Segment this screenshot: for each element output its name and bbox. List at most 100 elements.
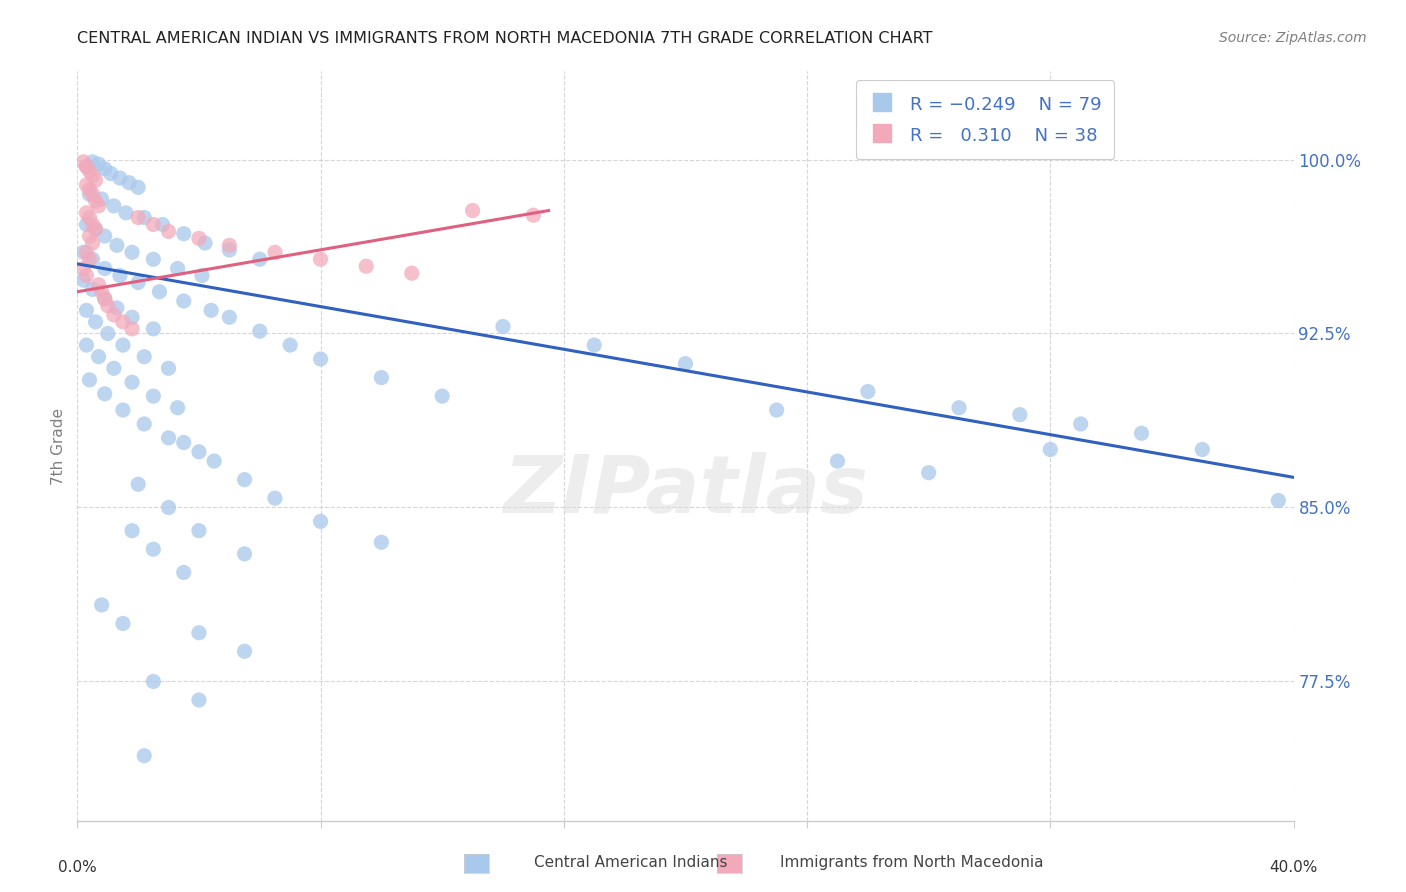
Point	[278, 338, 301, 352]
Point	[191, 268, 214, 283]
Point	[233, 473, 256, 487]
Point	[1008, 408, 1031, 422]
Point	[188, 445, 211, 459]
Point	[111, 315, 134, 329]
Point	[1267, 493, 1289, 508]
Point	[103, 361, 125, 376]
Point	[97, 299, 120, 313]
Point	[93, 292, 115, 306]
Point	[948, 401, 970, 415]
Point	[72, 245, 94, 260]
Point	[173, 227, 195, 241]
Point	[82, 154, 104, 169]
Point	[79, 373, 101, 387]
Point	[200, 303, 222, 318]
Point	[264, 245, 287, 260]
Point	[134, 748, 156, 763]
Point	[127, 180, 149, 194]
Point	[370, 370, 392, 384]
Point	[188, 693, 211, 707]
Point	[111, 616, 134, 631]
Point	[121, 524, 143, 538]
Point	[75, 303, 97, 318]
Point	[79, 187, 101, 202]
Point	[1191, 442, 1213, 457]
Point	[188, 625, 211, 640]
Point	[82, 252, 104, 267]
Point	[401, 266, 423, 280]
Point	[103, 199, 125, 213]
Point	[218, 310, 240, 325]
Y-axis label: 7th Grade: 7th Grade	[51, 408, 66, 484]
Point	[249, 324, 271, 338]
Point	[430, 389, 453, 403]
Point	[583, 338, 606, 352]
Point	[72, 261, 94, 276]
Point	[233, 644, 256, 658]
Point	[166, 401, 188, 415]
Point	[111, 338, 134, 352]
Point	[264, 491, 287, 506]
Point	[75, 338, 97, 352]
Point	[93, 386, 115, 401]
Point	[82, 235, 104, 250]
Point	[82, 187, 104, 202]
Point	[370, 535, 392, 549]
Point	[93, 261, 115, 276]
Point	[90, 285, 112, 299]
Legend: R = −0.249    N = 79, R =   0.310    N = 38: R = −0.249 N = 79, R = 0.310 N = 38	[856, 80, 1114, 159]
Point	[79, 252, 101, 267]
Point	[90, 192, 112, 206]
Point	[157, 224, 180, 238]
Point	[188, 231, 211, 245]
Point	[115, 206, 138, 220]
Point	[84, 194, 107, 209]
Point	[492, 319, 515, 334]
Text: 40.0%: 40.0%	[1270, 860, 1317, 875]
Point	[93, 292, 115, 306]
Text: CENTRAL AMERICAN INDIAN VS IMMIGRANTS FROM NORTH MACEDONIA 7TH GRADE CORRELATION: CENTRAL AMERICAN INDIAN VS IMMIGRANTS FR…	[77, 31, 932, 46]
Point	[1070, 417, 1092, 431]
Point	[103, 308, 125, 322]
Point	[121, 322, 143, 336]
Text: Central American Indians: Central American Indians	[534, 855, 728, 870]
Point	[142, 322, 165, 336]
Point	[121, 245, 143, 260]
Point	[84, 222, 107, 236]
Point	[309, 351, 332, 366]
Point	[84, 315, 107, 329]
Text: Immigrants from North Macedonia: Immigrants from North Macedonia	[780, 855, 1043, 870]
Point	[82, 218, 104, 232]
Point	[856, 384, 879, 399]
Point	[93, 161, 115, 176]
Point	[461, 203, 484, 218]
Point	[142, 542, 165, 557]
Point	[675, 357, 697, 371]
Point	[72, 273, 94, 287]
Point	[142, 252, 165, 267]
Text: Source: ZipAtlas.com: Source: ZipAtlas.com	[1219, 31, 1367, 45]
Point	[765, 403, 787, 417]
Point	[157, 361, 180, 376]
Point	[218, 243, 240, 257]
Point	[166, 261, 188, 276]
Point	[118, 176, 141, 190]
Point	[75, 245, 97, 260]
Point	[134, 211, 156, 225]
Point	[188, 524, 211, 538]
Point	[354, 259, 377, 273]
Point	[233, 547, 256, 561]
Point	[75, 160, 97, 174]
Point	[121, 375, 143, 389]
Point	[827, 454, 849, 468]
Point	[97, 326, 120, 341]
Point	[100, 166, 122, 180]
Point	[84, 173, 107, 187]
Point	[142, 218, 165, 232]
Text: ZIPatlas: ZIPatlas	[503, 452, 868, 530]
Point	[152, 218, 174, 232]
Point	[173, 566, 195, 580]
Point	[522, 208, 544, 222]
Point	[84, 222, 107, 236]
Point	[918, 466, 941, 480]
